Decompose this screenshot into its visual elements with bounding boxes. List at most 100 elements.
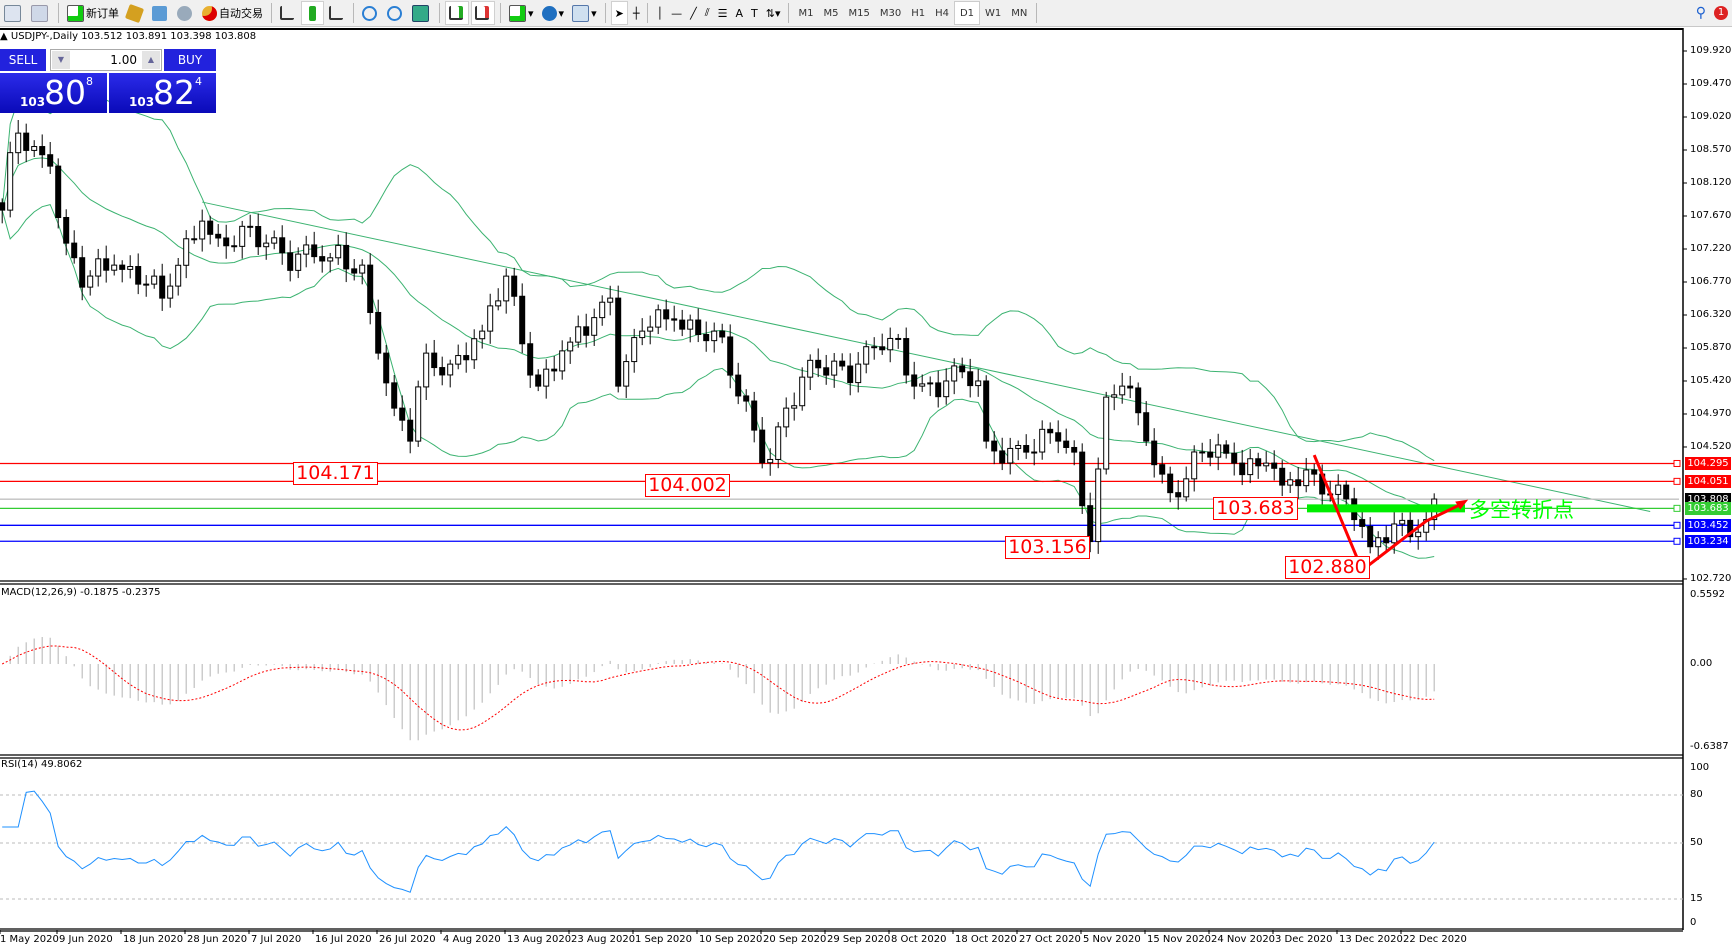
timeframe-m30[interactable]: M30 [879,7,902,19]
timeframe-w1[interactable]: W1 [985,7,1002,19]
price-annotation[interactable]: 104.171 [293,461,378,485]
bullish-candle [1215,444,1222,458]
timeframe-m1[interactable]: M1 [798,7,814,19]
profiles-icon [31,4,48,22]
bearish-candle [1071,446,1078,453]
templates-button[interactable]: ▾ [569,2,600,24]
zoom-in-button[interactable] [359,2,382,24]
candlestick-chart-button[interactable] [301,1,324,25]
date-axis-label: 29 Sep 2020 [827,934,891,945]
notifications-button[interactable]: 1 [1711,2,1731,24]
price-axis-label: 108.570 [1690,143,1732,155]
price-annotation[interactable]: 102.880 [1285,556,1370,580]
bearish-candle [1167,473,1174,494]
bearish-candle [1407,519,1414,538]
bullish-candle [303,244,310,255]
trendline-tool[interactable]: ╱ [687,2,700,24]
timeframe-mn[interactable]: MN [1011,7,1028,19]
indicators-button[interactable]: ▾ [506,2,537,24]
price-level-tag: 104.295 [1685,457,1731,471]
bullish-candle [1391,523,1398,544]
volume-input[interactable]: 1.00 [110,53,137,67]
timeframe-m5[interactable]: M5 [823,7,839,19]
tile-windows-button[interactable] [409,2,434,24]
equidistant-channel-tool[interactable]: ⫽ [702,2,713,24]
profiles-button[interactable] [28,2,53,24]
buy-button[interactable]: BUY [164,49,216,71]
bearish-candle [1143,412,1150,442]
text-tool[interactable]: A [732,2,746,24]
zoom-out-button[interactable] [384,2,407,24]
timeframe-h4[interactable]: H4 [935,7,949,19]
level-handle [1673,459,1681,467]
bollinger-lower-band [1,203,1435,559]
bearish-candle [1271,462,1278,469]
bearish-candle [207,220,214,235]
bearish-candle [1063,440,1070,448]
auto-trading-button[interactable]: 自动交易 [199,2,266,24]
price-annotation[interactable]: 103.683 [1213,497,1298,521]
bullish-candle [767,458,774,464]
bearish-candle [311,244,318,258]
line-chart-button[interactable] [326,2,348,24]
bullish-candle [1039,428,1046,453]
bearish-candle [1207,451,1214,458]
bearish-candle [1255,458,1262,467]
bullish-candle [1375,537,1382,548]
bar-chart-icon [280,6,294,20]
timeframe-d1[interactable]: D1 [953,1,981,25]
toolbar-divider [788,3,790,23]
timeframe-m15[interactable]: M15 [848,7,870,19]
price-level-tag: 104.051 [1685,475,1731,489]
market-button[interactable] [149,2,172,24]
vertical-line-tool[interactable]: │ [653,2,666,24]
volume-increase-button[interactable]: ▲ [142,51,160,69]
bearish-candle [991,440,998,452]
periods-button[interactable]: ▾ [539,2,568,24]
sell-price-pips: 80 [44,73,86,112]
text-icon: A [735,6,743,20]
bearish-candle [1159,464,1166,475]
chart-window[interactable] [0,28,1683,932]
autoscroll-button[interactable] [445,1,469,25]
bullish-candle [591,317,598,336]
bearish-candle [1047,428,1054,434]
sell-price[interactable]: 103 80 8 [0,73,107,113]
bearish-candle [999,450,1006,464]
buy-price[interactable]: 103 82 4 [109,73,216,113]
bearish-candle [119,264,126,270]
bullish-candle [1247,458,1254,476]
chart-shift-button[interactable] [471,1,495,25]
bullish-candle [335,244,342,259]
price-axis-label: 107.670 [1690,209,1732,221]
fibonacci-tool[interactable]: ☰ [715,2,731,24]
bearish-candle [287,252,294,271]
price-annotation[interactable]: 104.002 [645,473,730,497]
bearish-candle [895,337,902,340]
price-axis-label: 105.870 [1690,341,1732,353]
bullish-candle [359,264,366,274]
cursor-tool[interactable]: ➤ [610,1,628,25]
text-label-tool[interactable]: T [748,2,761,24]
arrows-tool[interactable]: ⇅▾ [763,2,784,24]
horizontal-line-tool[interactable]: — [668,2,685,24]
templates-icon [572,4,590,22]
new-order-button[interactable]: 新订单 [64,2,122,24]
volume-decrease-button[interactable]: ▼ [52,51,70,69]
price-annotation[interactable]: 103.156 [1005,536,1090,559]
bearish-candle [751,400,758,431]
volume-stepper[interactable]: ▼ 1.00 ▲ [50,49,162,71]
sell-button[interactable]: SELL [0,49,46,71]
crosshair-tool[interactable]: ┼ [630,2,643,24]
search-button[interactable]: ⚲ [1693,2,1709,24]
bearish-candle [1231,452,1238,464]
bearish-candle [1127,385,1134,389]
timeframe-h1[interactable]: H1 [911,7,926,19]
candlestick-icon [309,5,316,21]
signals-button[interactable] [174,2,197,24]
date-axis-label: 8 Oct 2020 [891,934,947,945]
new-chart-button[interactable] [1,2,26,24]
bar-chart-button[interactable] [277,2,299,24]
bearish-candle [719,330,726,338]
